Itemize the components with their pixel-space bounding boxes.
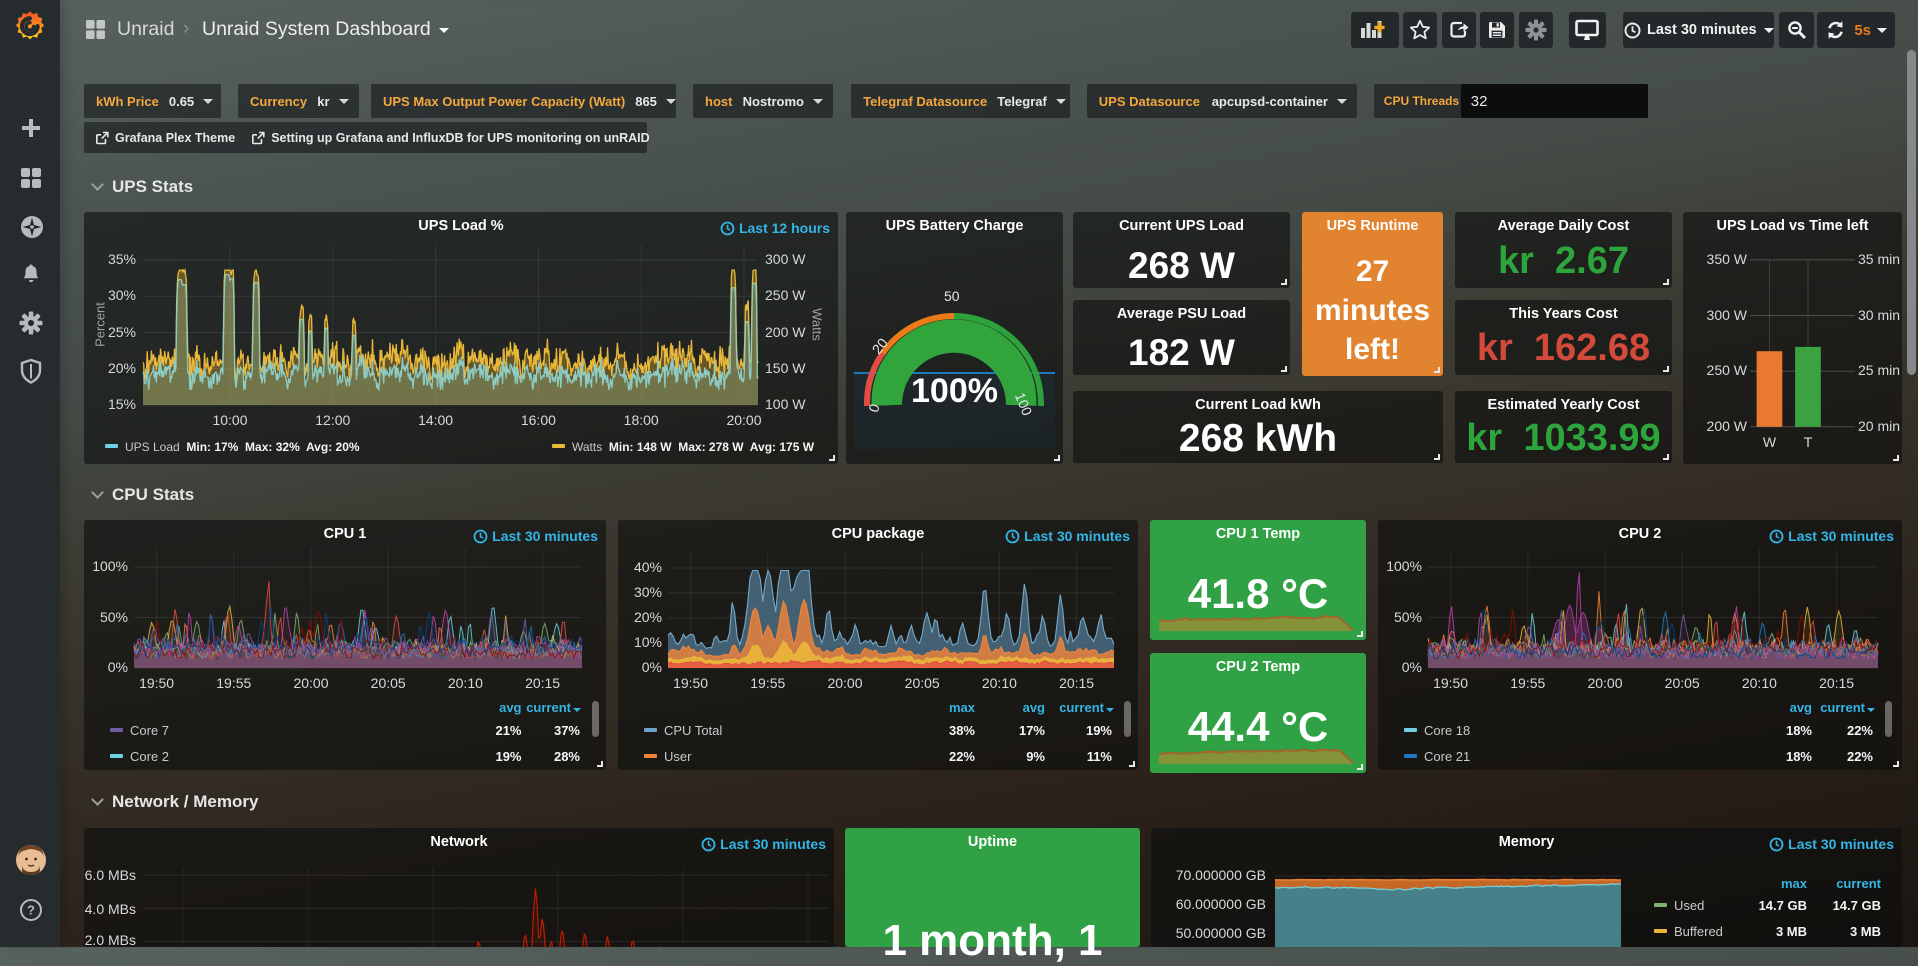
svg-text:?: ? <box>27 903 35 918</box>
